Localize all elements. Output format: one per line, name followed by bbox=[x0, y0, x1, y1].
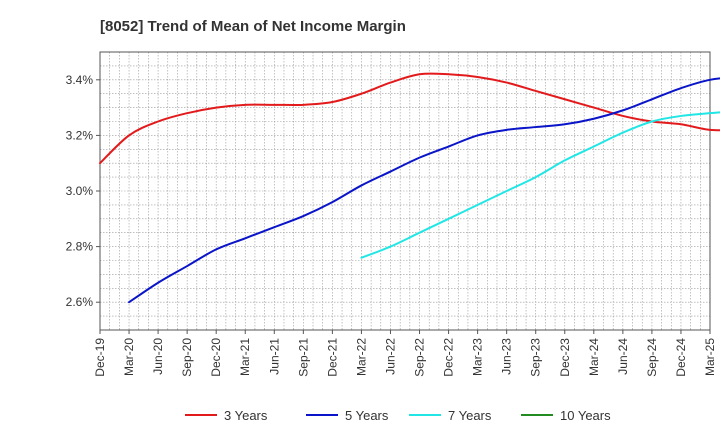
x-tick-label: Sep-22 bbox=[413, 338, 427, 377]
x-tick-label: Dec-22 bbox=[442, 338, 456, 377]
x-tick-label: Mar-22 bbox=[354, 338, 368, 376]
x-tick-label: Jun-24 bbox=[616, 338, 630, 375]
x-tick-label: Jun-20 bbox=[151, 338, 165, 375]
legend-label: 10 Years bbox=[560, 408, 611, 423]
x-tick-label: Mar-20 bbox=[122, 338, 136, 376]
x-tick-label: Sep-24 bbox=[645, 338, 659, 377]
x-tick-label: Sep-23 bbox=[529, 338, 543, 377]
series-line-5-years bbox=[128, 77, 720, 304]
series-line-3-years bbox=[99, 72, 720, 165]
x-tick-label: Dec-23 bbox=[558, 338, 572, 377]
legend-label: 7 Years bbox=[448, 408, 492, 423]
x-tick-label: Sep-21 bbox=[296, 338, 310, 377]
legend-label: 5 Years bbox=[345, 408, 389, 423]
x-axis: Dec-19 Mar-20 Jun-20 Sep-20 Dec-20 Mar-21 Jun-… bbox=[93, 330, 717, 377]
y-tick-label: 3.2% bbox=[66, 128, 94, 142]
x-tick-label: Mar-21 bbox=[238, 338, 252, 376]
legend: 3 Years 5 Years 7 Years 10 Years bbox=[185, 408, 611, 423]
y-tick-label: 3.4% bbox=[66, 73, 94, 87]
x-tick-label: Dec-21 bbox=[325, 338, 339, 377]
x-tick-label: Sep-20 bbox=[180, 338, 194, 377]
y-tick-label: 2.6% bbox=[66, 295, 94, 309]
series-line-7-years bbox=[360, 111, 720, 259]
series-lines bbox=[99, 72, 720, 304]
x-tick-label: Mar-25 bbox=[703, 338, 717, 376]
x-tick-label: Dec-19 bbox=[93, 338, 107, 377]
legend-label: 3 Years bbox=[224, 408, 268, 423]
x-tick-label: Jun-23 bbox=[500, 338, 514, 375]
x-tick-label: Jun-22 bbox=[383, 338, 397, 375]
x-tick-label: Dec-24 bbox=[674, 338, 688, 377]
x-tick-label: Dec-20 bbox=[209, 338, 223, 377]
y-tick-label: 2.8% bbox=[66, 240, 94, 254]
grid bbox=[100, 52, 710, 330]
y-axis: 2.6% 2.8% 3.0% 3.2% 3.4% bbox=[66, 73, 100, 309]
x-tick-label: Mar-23 bbox=[471, 338, 485, 376]
x-tick-label: Mar-24 bbox=[587, 338, 601, 376]
chart-title: [8052] Trend of Mean of Net Income Margi… bbox=[100, 18, 406, 35]
x-tick-label: Jun-21 bbox=[267, 338, 281, 375]
y-tick-label: 3.0% bbox=[66, 184, 94, 198]
